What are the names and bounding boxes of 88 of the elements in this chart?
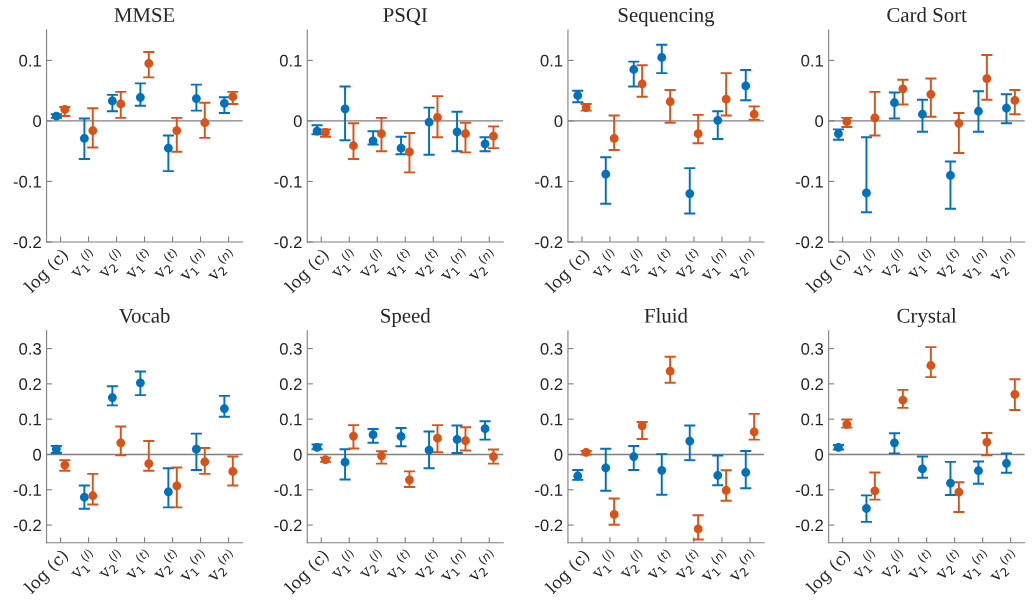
x-tick-label: log (c) [22,548,72,597]
x-tick-label: log (c) [283,548,332,597]
y-tick-label: 0.1 [19,413,41,426]
y-tick-label: 0.1 [540,54,563,67]
x-tick-label: v$_{2}$$^{(t)}$ [675,548,700,581]
x-tick-label: v$_{2}$$^{(t)}$ [414,247,440,280]
y-tick-label: 0 [33,448,42,461]
x-tick-label: v$_{2}$$^{(t)}$ [154,548,179,581]
y-tick-label: -0.1 [13,175,41,188]
x-tick-label: v$_{2}$$^{(n)}$ [208,247,235,282]
y-tick-label: -0.2 [795,236,823,249]
chart-title: Crystal [897,308,957,328]
y-tick-label: -0.1 [274,175,302,188]
y-tick-label: 0 [554,448,563,461]
x-tick-label: log (c) [544,247,593,296]
y-tick-label: 0.1 [279,54,302,67]
y-tick-label: -0.1 [274,484,302,496]
x-tick-label: log (c) [544,548,593,597]
chart-title: Speed [381,308,431,328]
x-tick-label: v$_{1}$$^{(n)}$ [440,247,468,282]
chart-title: MMSE [114,8,175,23]
x-tick-label: v$_{1}$$^{(n)}$ [701,548,728,583]
x-tick-label: v$_{1}$$^{(l)}$ [592,548,616,580]
x-tick-label: v$_{2}$$^{(n)}$ [990,548,1017,583]
y-tick-label: 0 [293,115,302,128]
x-tick-label: log (c) [805,548,854,597]
x-tick-label: v$_{1}$$^{(l)}$ [853,548,877,580]
y-tick-label: 0.2 [540,378,563,391]
y-tick-label: 0.3 [801,342,824,355]
y-tick-label: -0.2 [274,236,302,249]
y-tick-label: 0 [815,115,824,128]
y-tick-label: -0.1 [795,484,823,496]
x-tick-label: v$_{2}$$^{(n)}$ [468,548,496,583]
y-tick-label: -0.2 [795,519,823,532]
y-tick-label: 0.2 [279,378,302,391]
x-tick-label: v$_{2}$$^{(n)}$ [729,247,756,282]
y-tick-label: -0.2 [274,519,302,532]
y-tick-label: 0.1 [279,413,302,426]
x-tick-label: log (c) [22,247,72,296]
x-tick-label: v$_{2}$$^{(t)}$ [414,548,440,581]
y-tick-label: 0.1 [19,54,41,67]
y-tick-label: 0.1 [540,413,563,426]
x-tick-label: log (c) [805,247,854,296]
x-tick-label: v$_{1}$$^{(l)}$ [71,548,95,580]
x-tick-label: v$_{1}$$^{(l)}$ [331,548,356,580]
x-tick-label: v$_{2}$$^{(t)}$ [936,548,961,581]
y-tick-label: 0.1 [801,54,823,67]
y-tick-label: -0.1 [535,175,563,188]
y-tick-label: 0 [33,115,42,128]
x-tick-label: v$_{2}$$^{(n)}$ [208,548,235,583]
x-tick-label: v$_{1}$$^{(l)}$ [853,247,877,279]
x-tick-label: v$_{1}$$^{(l)}$ [331,247,356,279]
x-tick-label: v$_{1}$$^{(n)}$ [440,548,468,583]
y-tick-label: 0 [554,115,563,128]
x-tick-label: v$_{1}$$^{(l)}$ [71,247,95,279]
chart-title: Fluid [644,308,688,323]
y-tick-label: 0 [815,448,824,461]
y-tick-label: -0.2 [13,236,41,249]
y-tick-label: -0.1 [535,484,563,496]
y-tick-label: 0.2 [19,378,41,391]
x-tick-label: v$_{1}$$^{(n)}$ [962,247,989,282]
x-tick-label: v$_{1}$$^{(n)}$ [701,247,728,282]
chart-title: Vocab [118,308,170,323]
x-tick-label: v$_{2}$$^{(n)}$ [729,548,756,583]
x-tick-label: v$_{2}$$^{(t)}$ [936,247,961,280]
y-tick-label: -0.2 [13,519,41,532]
x-tick-label: v$_{2}$$^{(t)}$ [154,247,179,280]
x-tick-label: v$_{2}$$^{(t)}$ [675,247,700,280]
y-tick-label: 0.3 [540,342,563,355]
y-tick-label: 0.3 [279,342,302,355]
x-tick-label: v$_{2}$$^{(n)}$ [990,247,1017,282]
chart-title: Card Sort [887,7,967,23]
y-tick-label: -0.2 [535,519,563,532]
x-tick-label: v$_{1}$$^{(n)}$ [180,247,207,282]
x-tick-label: v$_{1}$$^{(n)}$ [180,548,207,583]
x-tick-label: log (c) [283,247,332,296]
x-tick-label: v$_{2}$$^{(n)}$ [468,247,496,282]
chart-title: PSQI [383,8,428,26]
y-tick-label: -0.1 [795,175,823,188]
x-tick-label: v$_{1}$$^{(n)}$ [962,548,989,583]
x-tick-label: v$_{1}$$^{(l)}$ [592,247,616,279]
y-tick-label: 0 [293,448,302,461]
y-tick-label: -0.1 [13,484,41,496]
y-tick-label: -0.2 [535,236,563,249]
chart-title: Sequencing [618,8,715,27]
y-tick-label: 0.1 [801,413,823,426]
y-tick-label: 0.2 [801,378,823,391]
y-tick-label: 0.3 [19,342,41,355]
